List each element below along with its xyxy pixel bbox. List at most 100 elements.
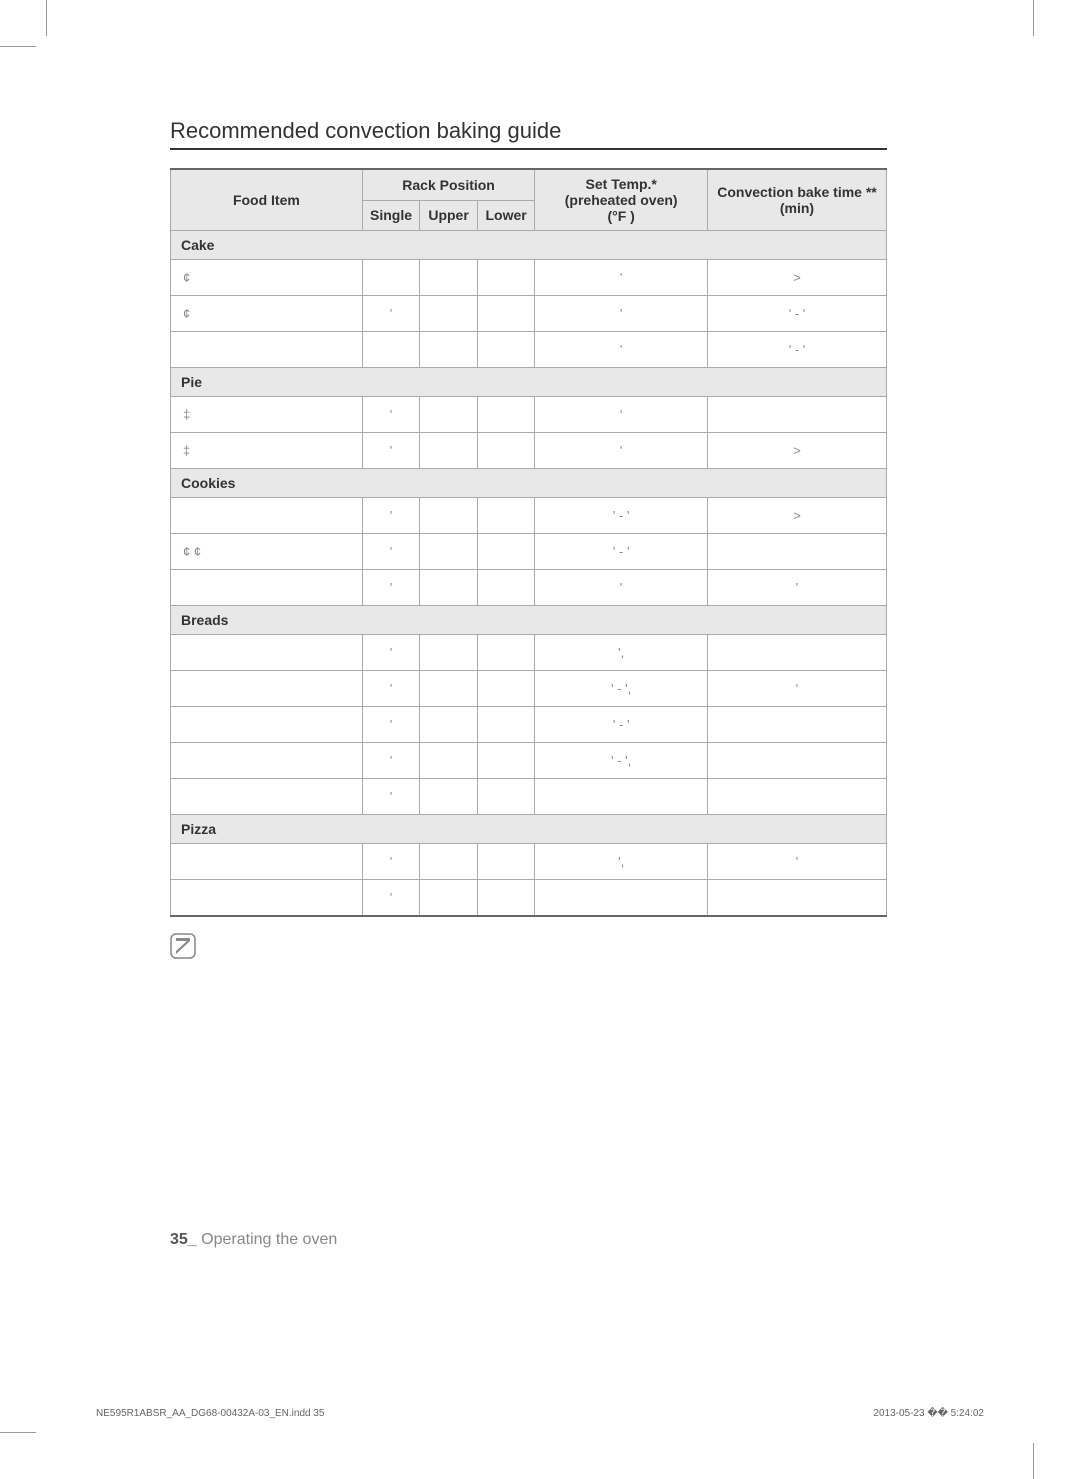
cell-upper	[420, 743, 478, 779]
cell-temp: ' - '	[535, 534, 708, 570]
category-name: Pizza	[171, 815, 887, 844]
header-single: Single	[362, 200, 420, 231]
cell-temp: ' - ',	[535, 671, 708, 707]
cell-upper	[420, 296, 478, 332]
cell-time: '	[707, 671, 886, 707]
cell-temp: '	[535, 332, 708, 368]
cell-time: ' - '	[707, 296, 886, 332]
cell-time	[707, 397, 886, 433]
cell-lower	[477, 332, 535, 368]
cell-upper	[420, 260, 478, 296]
cell-single	[362, 260, 420, 296]
category-name: Cake	[171, 231, 887, 260]
cell-lower	[477, 635, 535, 671]
cell-single	[362, 332, 420, 368]
cell-food	[171, 570, 363, 606]
cell-food	[171, 635, 363, 671]
cell-single: '	[362, 498, 420, 534]
table-row: ‡''	[171, 397, 887, 433]
cell-lower	[477, 707, 535, 743]
table-row: ' ' - ',	[171, 743, 887, 779]
cell-food	[171, 332, 363, 368]
cell-single: '	[362, 534, 420, 570]
crop-mark	[1033, 0, 1034, 36]
cell-temp: ',	[535, 844, 708, 880]
header-bake-time: Convection bake time ** (min)	[707, 169, 886, 231]
cell-lower	[477, 296, 535, 332]
crop-mark	[0, 46, 36, 47]
cell-upper	[420, 570, 478, 606]
cell-lower	[477, 433, 535, 469]
table-row: ¢'>	[171, 260, 887, 296]
table-row: ¢ ¢'' - '	[171, 534, 887, 570]
table-row: ¢''' - '	[171, 296, 887, 332]
cell-single: '	[362, 779, 420, 815]
table-row: '','	[171, 844, 887, 880]
cell-temp	[535, 880, 708, 917]
cell-upper	[420, 844, 478, 880]
header-food-item: Food Item	[171, 169, 363, 231]
category-row: Breads	[171, 606, 887, 635]
note-icon	[170, 933, 196, 964]
cell-food	[171, 707, 363, 743]
table-row: '' - '	[171, 332, 887, 368]
cell-single: '	[362, 707, 420, 743]
cell-single: '	[362, 844, 420, 880]
cell-food	[171, 779, 363, 815]
cell-upper	[420, 707, 478, 743]
cell-lower	[477, 880, 535, 917]
cell-temp: ' - '	[535, 707, 708, 743]
table-row: ' ' - '>	[171, 498, 887, 534]
cell-food	[171, 498, 363, 534]
cell-temp: ' - '	[535, 498, 708, 534]
print-metadata: NE595R1ABSR_AA_DG68-00432A-03_EN.indd 35…	[96, 1408, 984, 1419]
cell-time: '	[707, 570, 886, 606]
cell-temp: '	[535, 260, 708, 296]
cell-time	[707, 779, 886, 815]
cell-single: '	[362, 743, 420, 779]
cell-temp	[535, 779, 708, 815]
category-name: Pie	[171, 368, 887, 397]
cell-upper	[420, 498, 478, 534]
cell-time	[707, 880, 886, 917]
cell-time	[707, 743, 886, 779]
cell-food: ¢	[171, 296, 363, 332]
cell-lower	[477, 779, 535, 815]
cell-food	[171, 743, 363, 779]
cell-lower	[477, 498, 535, 534]
print-file: NE595R1ABSR_AA_DG68-00432A-03_EN.indd 35	[96, 1408, 324, 1419]
cell-upper	[420, 332, 478, 368]
crop-mark	[46, 0, 47, 36]
cell-temp: ',	[535, 635, 708, 671]
category-row: Pizza	[171, 815, 887, 844]
cell-time: >	[707, 498, 886, 534]
cell-lower	[477, 260, 535, 296]
cell-upper	[420, 671, 478, 707]
table-body: Cake¢'>¢''' - ''' - 'Pie‡''‡''>Cookies''…	[171, 231, 887, 917]
cell-lower	[477, 397, 535, 433]
cell-temp: '	[535, 570, 708, 606]
page-footer: 35_ Operating the oven	[170, 1231, 337, 1249]
cell-food	[171, 671, 363, 707]
table-row: '' - ','	[171, 671, 887, 707]
cell-lower	[477, 743, 535, 779]
cell-time: ' - '	[707, 332, 886, 368]
cell-time	[707, 635, 886, 671]
cell-upper	[420, 635, 478, 671]
cell-time	[707, 534, 886, 570]
cell-food	[171, 844, 363, 880]
cell-single: '	[362, 433, 420, 469]
cell-upper	[420, 880, 478, 917]
cell-lower	[477, 844, 535, 880]
cell-food	[171, 880, 363, 917]
cell-single: '	[362, 397, 420, 433]
category-name: Cookies	[171, 469, 887, 498]
cell-food: ¢	[171, 260, 363, 296]
cell-upper	[420, 397, 478, 433]
cell-temp: '	[535, 433, 708, 469]
cell-temp: ' - ',	[535, 743, 708, 779]
cell-temp: '	[535, 296, 708, 332]
table-row: '	[171, 880, 887, 917]
cell-lower	[477, 671, 535, 707]
cell-single: '	[362, 635, 420, 671]
